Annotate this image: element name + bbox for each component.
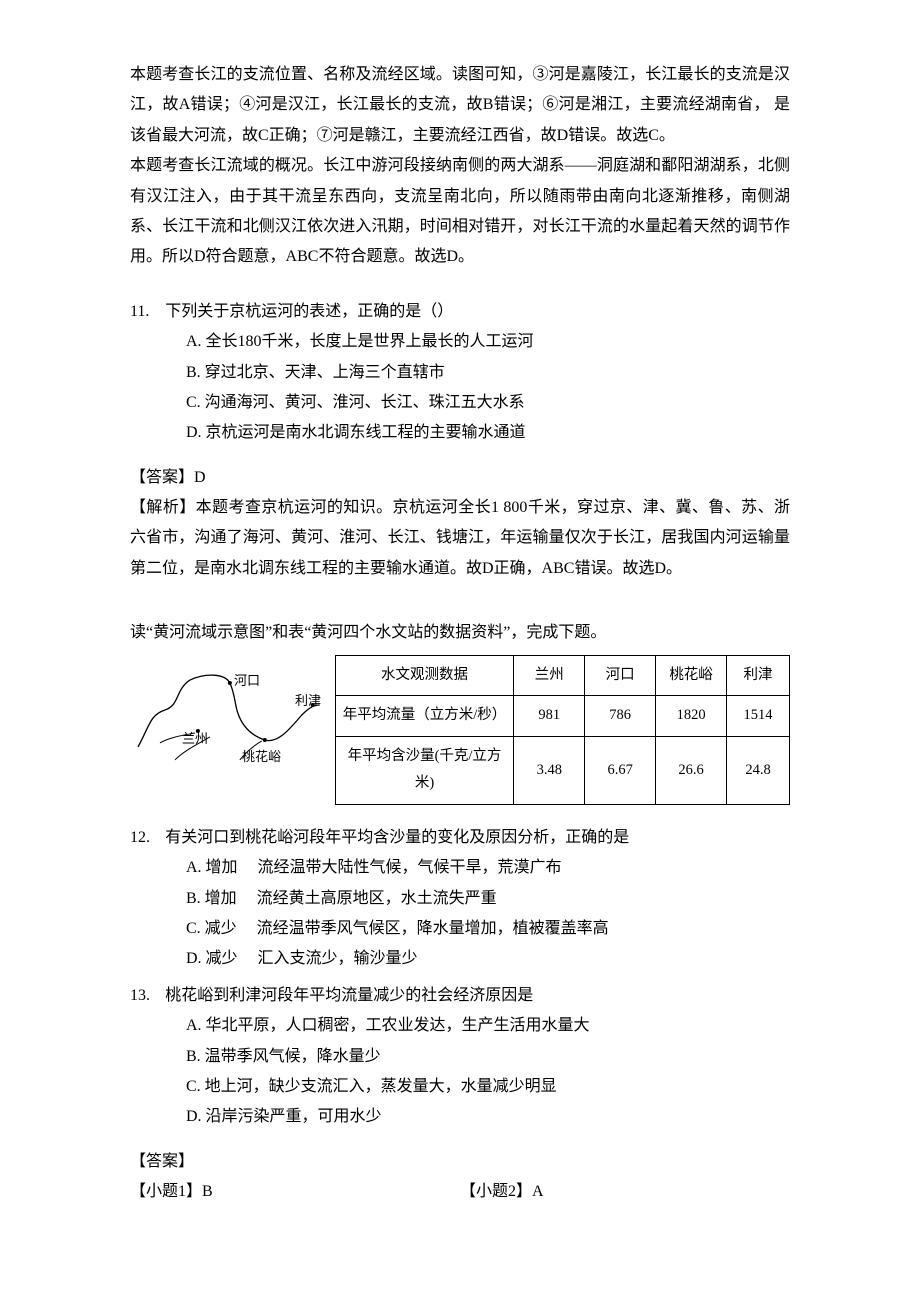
- q11-answer: D: [194, 469, 206, 486]
- q13-stem: 桃花峪到利津河段年平均流量减少的社会经济原因是: [165, 981, 790, 1011]
- intro-para-2: 本题考查长江流域的概况。长江中游河段接纳南侧的两大湖系——洞庭湖和鄱阳湖湖系，北…: [130, 151, 790, 273]
- q13-option-b: B. 温带季风气候，降水量少: [130, 1042, 790, 1072]
- col-header-taohuayu: 桃花峪: [656, 655, 727, 696]
- intro-para-1: 本题考查长江的支流位置、名称及流经区域。读图可知，③河是嘉陵江，长江最长的支流是…: [130, 60, 790, 151]
- q12-option-a: A. 增加 流经温带大陆性气候，气候干旱，荒漠广布: [130, 853, 790, 883]
- map-label-taohuayu: 桃花峪: [242, 745, 281, 770]
- q11-explain-label: 【解析】: [130, 499, 196, 516]
- q13-stem-line: 13. 桃花峪到利津河段年平均流量减少的社会经济原因是: [130, 981, 790, 1011]
- map-label-lijin: 利津: [295, 689, 321, 714]
- sub2-label: 【小题2】: [460, 1183, 532, 1200]
- q11-stem: 下列关于京杭运河的表述，正确的是（）: [165, 297, 790, 327]
- q11-option-a: A. 全长180千米，长度上是世界上最长的人工运河: [130, 327, 790, 357]
- answers-label: 【答案】: [130, 1147, 790, 1177]
- cell: 26.6: [656, 736, 727, 804]
- gap: [130, 584, 790, 608]
- col-header-hekou: 河口: [585, 655, 656, 696]
- sub1-ans: B: [202, 1183, 213, 1200]
- q12-option-b: B. 增加 流经黄土高原地区，水土流失严重: [130, 884, 790, 914]
- cell-metric: 年平均含沙量(千克/立方米): [335, 736, 514, 804]
- map-label-hekou: 河口: [234, 669, 260, 694]
- sub-answers-row: 【小题1】B 【小题2】A: [130, 1177, 790, 1207]
- q13-option-a: A. 华北平原，人口稠密，工农业发达，生产生活用水量大: [130, 1011, 790, 1041]
- col-header-lijin: 利津: [727, 655, 790, 696]
- station-hekou-dot: [228, 681, 232, 685]
- q12-stem: 有关河口到桃花峪河段年平均含沙量的变化及原因分析，正确的是: [165, 823, 790, 853]
- table-row: 年平均流量（立方米/秒） 981 786 1820 1514: [335, 696, 789, 737]
- q11-answer-line: 【答案】D: [130, 463, 790, 493]
- q12-option-c: C. 减少 流经温带季风气候区，降水量增加，植被覆盖率高: [130, 914, 790, 944]
- col-header-lanzhou: 兰州: [514, 655, 585, 696]
- sub-answer-2: 【小题2】A: [460, 1177, 790, 1207]
- cell: 3.48: [514, 736, 585, 804]
- q13-option-d: D. 沿岸污染严重，可用水少: [130, 1102, 790, 1132]
- col-header-metric: 水文观测数据: [335, 655, 514, 696]
- q13-number: 13.: [130, 981, 165, 1011]
- q12-stem-line: 12. 有关河口到桃花峪河段年平均含沙量的变化及原因分析，正确的是: [130, 823, 790, 853]
- sub2-ans: A: [532, 1183, 544, 1200]
- gap: [130, 608, 790, 618]
- q11-explain-text: 本题考查京杭运河的知识。京杭运河全长1 800千米，穿过京、津、冀、鲁、苏、浙六…: [130, 499, 790, 577]
- gap: [130, 273, 790, 297]
- q11-option-d: D. 京杭运河是南水北调东线工程的主要输水通道: [130, 418, 790, 448]
- q13-option-c: C. 地上河，缺少支流汇入，蒸发量大，水量减少明显: [130, 1072, 790, 1102]
- figure-row: 河口 利津 兰州 桃花峪 水文观测数据 兰州 河口 桃花峪 利津 年平均流量（立…: [130, 655, 790, 805]
- hydrology-data-table: 水文观测数据 兰州 河口 桃花峪 利津 年平均流量（立方米/秒） 981 786…: [335, 655, 790, 805]
- cell: 1820: [656, 696, 727, 737]
- map-svg: [130, 665, 325, 777]
- q12-number: 12.: [130, 823, 165, 853]
- table-header-row: 水文观测数据 兰州 河口 桃花峪 利津: [335, 655, 789, 696]
- table-intro: 读“黄河流域示意图”和表“黄河四个水文站的数据资料”，完成下题。: [130, 618, 790, 648]
- cell: 24.8: [727, 736, 790, 804]
- map-label-lanzhou: 兰州: [182, 727, 208, 752]
- q11-stem-line: 11. 下列关于京杭运河的表述，正确的是（）: [130, 297, 790, 327]
- yellow-river-map: 河口 利津 兰州 桃花峪: [130, 665, 325, 777]
- cell: 6.67: [585, 736, 656, 804]
- q11-answer-label: 【答案】: [130, 469, 194, 486]
- table-row: 年平均含沙量(千克/立方米) 3.48 6.67 26.6 24.8: [335, 736, 789, 804]
- sub-answer-1: 【小题1】B: [130, 1177, 460, 1207]
- cell-metric: 年平均流量（立方米/秒）: [335, 696, 514, 737]
- q11-option-b: B. 穿过北京、天津、上海三个直辖市: [130, 358, 790, 388]
- q11-number: 11.: [130, 297, 165, 327]
- q11-option-c: C. 沟通海河、黄河、淮河、长江、珠江五大水系: [130, 388, 790, 418]
- page-root: 本题考查长江的支流位置、名称及流经区域。读图可知，③河是嘉陵江，长江最长的支流是…: [0, 0, 920, 1302]
- q12-option-d: D. 减少 汇入支流少，输沙量少: [130, 944, 790, 974]
- q11-explain: 【解析】本题考查京杭运河的知识。京杭运河全长1 800千米，穿过京、津、冀、鲁、…: [130, 493, 790, 584]
- river-main-path: [138, 675, 320, 747]
- sub1-label: 【小题1】: [130, 1183, 202, 1200]
- station-taohuayu-dot: [263, 738, 267, 742]
- cell: 786: [585, 696, 656, 737]
- cell: 981: [514, 696, 585, 737]
- cell: 1514: [727, 696, 790, 737]
